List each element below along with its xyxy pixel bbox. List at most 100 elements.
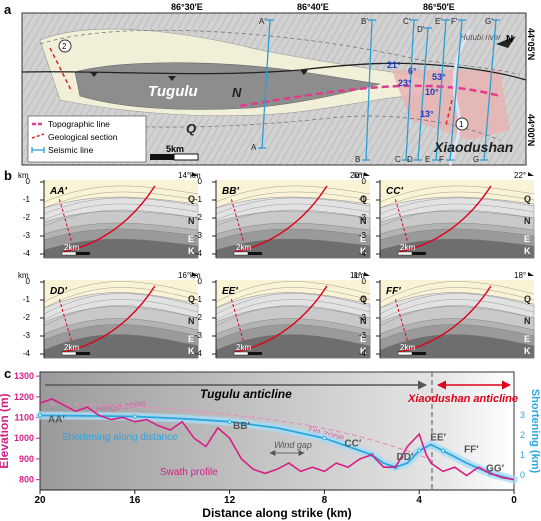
section-scalebar-label: 2km [400, 343, 415, 352]
map-xiaodushan-zone [392, 70, 510, 140]
section-dashed-trace [58, 199, 73, 243]
formation-label-e: E [360, 334, 366, 344]
seismic-top-label-2: B′ [361, 17, 368, 26]
dip-6: 13° [420, 109, 434, 119]
depth-tick: -1 [23, 295, 31, 304]
depth-tick: -2 [359, 213, 367, 222]
legend-geo: Geological section [48, 132, 118, 142]
hinge-envelope [49, 403, 433, 461]
section-bedding [379, 197, 535, 215]
formation-label-n: N [188, 316, 195, 326]
north-label: N [506, 34, 513, 45]
chart-section-label: AA′ [48, 415, 65, 426]
panel-b-label: b [4, 168, 12, 183]
section-bedding [215, 185, 371, 203]
swath-label: Swath profile [160, 467, 218, 478]
formation-label-k: K [360, 346, 367, 356]
section-name: AA′ [49, 186, 67, 197]
section-angle: 16° [178, 271, 190, 280]
depth-tick: 0 [26, 277, 31, 286]
chart-section-label: DD′ [397, 452, 414, 463]
section-dashed-trace [58, 299, 73, 343]
map-topographic-line [239, 84, 501, 108]
y2-tick-label: 2 [520, 430, 525, 440]
section-bedding [379, 293, 535, 315]
depth-unit: km [18, 171, 29, 180]
section-scalebar-label: 2km [400, 243, 415, 252]
formation-label-q: Q [188, 194, 195, 204]
y2-axis-title: Shortening (km) [529, 389, 541, 474]
formation-label-n: N [188, 216, 195, 226]
section-name: BB′ [222, 186, 239, 197]
depth-tick: -3 [359, 331, 367, 340]
xiaodushan-anticline-title: Xiaodushan anticline [407, 393, 518, 405]
section-bedding [43, 293, 199, 315]
section-scalebar-label: 2km [64, 343, 79, 352]
section-bedding [379, 299, 535, 321]
depth-tick: 0 [198, 277, 203, 286]
section-fault [398, 285, 492, 353]
scale-white [397, 251, 413, 256]
depth-tick: 0 [362, 177, 367, 186]
map-scalebar-label: 5km [166, 144, 184, 154]
unit-n-label: N [232, 85, 242, 100]
panel-c-label: c [4, 366, 11, 381]
formation-label-k: K [360, 246, 367, 256]
formation-label-e: E [524, 234, 530, 244]
section-bedding [43, 197, 199, 215]
y-axis-title: Elevation (m) [0, 393, 11, 468]
scale-white [233, 351, 249, 356]
section-bedding [379, 287, 535, 309]
depth-tick: -2 [23, 213, 31, 222]
section-scalebar-label: 2km [236, 343, 251, 352]
depth-tick: -4 [359, 249, 367, 258]
y-tick-label: 900 [19, 454, 34, 464]
formation-label-n: N [524, 316, 531, 326]
section-angle-icon [192, 272, 198, 276]
chart-section-label: FF′ [464, 445, 479, 456]
depth-tick: 0 [362, 277, 367, 286]
section-bedding [43, 281, 199, 303]
formation-label-n: N [360, 316, 367, 326]
map-seismic-lines: A′ A B′ B C′ C D′ D E′ E F′ F G′ G [251, 17, 500, 164]
x-axis-title: Distance along strike (km) [202, 506, 351, 520]
section-angle-icon [364, 172, 370, 176]
seismic-bottom-label-1: A [251, 143, 257, 152]
panel-a-label: a [4, 2, 12, 17]
river-label: Hutubi river [460, 33, 501, 42]
depth-tick: 0 [26, 177, 31, 186]
depth-tick: -4 [195, 249, 203, 258]
depth-unit: km [354, 271, 365, 280]
section-scalebar-label: 2km [236, 243, 251, 252]
shortening-point [227, 419, 232, 424]
formation-label-e: E [188, 334, 194, 344]
depth-tick: -2 [23, 313, 31, 322]
section-bedding [379, 281, 535, 303]
section-name: EE′ [222, 286, 238, 297]
section-bedding [43, 287, 199, 309]
tugulu-anticline-title: Tugulu anticline [200, 387, 292, 401]
circle-marker-1 [455, 117, 469, 131]
circle-1-label: 1 [459, 120, 464, 129]
circle-2-label: 2 [62, 42, 67, 51]
map-scalebar: 5km [150, 144, 199, 161]
depth-unit: km [18, 271, 29, 280]
panel-b: b AA′14°QNEKkm0-1-2-3-42kmBB′20°QNEKkm0-… [4, 168, 535, 359]
dip-4: 53° [432, 72, 446, 82]
seismic-top-label-5: E′ [435, 17, 442, 26]
section-fault [234, 285, 328, 353]
formation-label-k: K [524, 346, 531, 356]
depth-tick: -3 [195, 231, 203, 240]
chart-section-label: EE′ [430, 432, 446, 443]
chart-section-label: GG′ [486, 463, 505, 474]
formation-label-n: N [360, 216, 367, 226]
section-dashed-trace [230, 299, 245, 343]
formation-label-q: Q [188, 294, 195, 304]
depth-unit: km [190, 171, 201, 180]
shortening-point [417, 448, 422, 453]
